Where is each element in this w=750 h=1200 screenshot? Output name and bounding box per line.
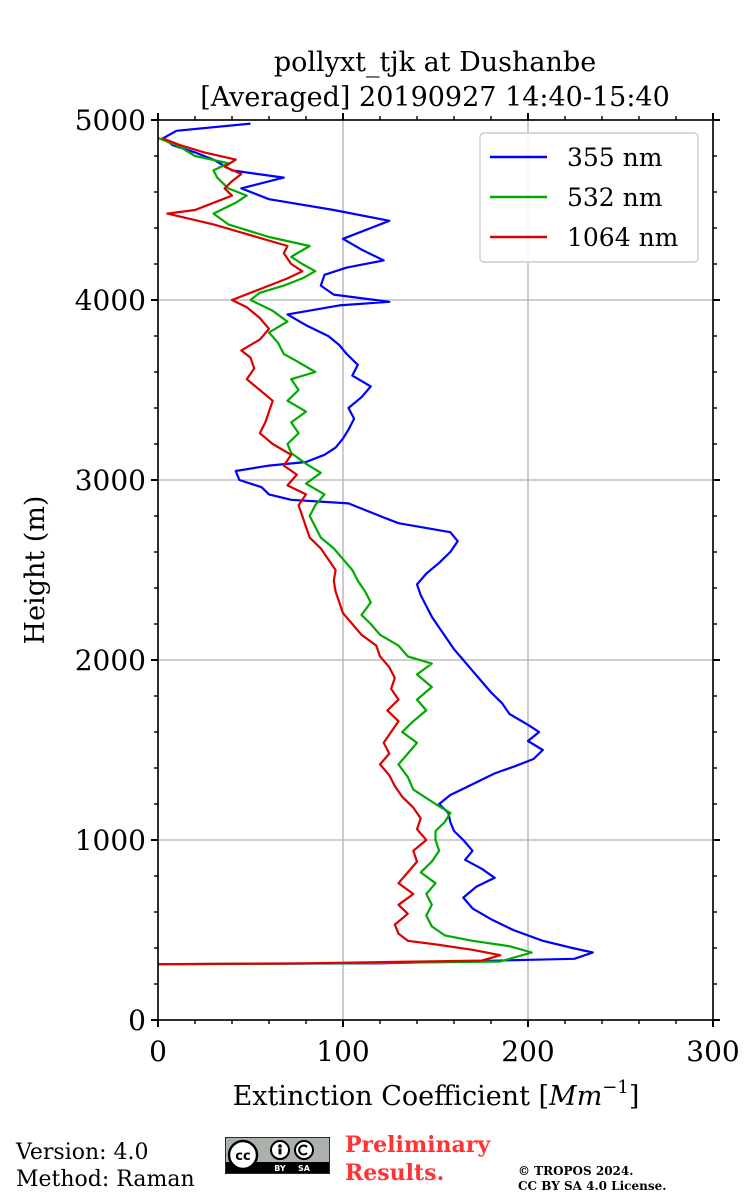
x-axis-label: Extinction Coefficient [Mm−1] xyxy=(233,1077,640,1112)
y-tick-label: 0 xyxy=(128,1004,146,1037)
series-line-532-nm xyxy=(158,136,533,966)
chart-title: pollyxt_tjk at Dushanbe xyxy=(274,47,596,78)
legend: 355 nm 532 nm 1064 nm xyxy=(479,132,699,263)
sa-badge-text: SA xyxy=(298,1164,311,1173)
copyright-line-1: © TROPOS 2024. xyxy=(518,1164,634,1178)
x-axis-label-unit: Mm xyxy=(548,1081,602,1112)
x-tick-label: 100 xyxy=(316,1035,369,1068)
legend-label: 355 nm xyxy=(567,143,663,172)
series-layer xyxy=(158,122,594,966)
version-label: Version: 4.0 xyxy=(16,1140,149,1165)
cc-circle-icon xyxy=(227,1139,259,1171)
preliminary-line-1: Preliminary xyxy=(345,1132,491,1158)
y-tick-label: 2000 xyxy=(75,644,146,677)
cc-license-badge: cc BY SA xyxy=(225,1137,330,1174)
x-axis-label-close: ] xyxy=(629,1081,640,1112)
copyright-notice: © TROPOS 2024. CC BY SA 4.0 License. xyxy=(518,1164,666,1194)
x-tick-label: 300 xyxy=(686,1035,739,1068)
legend-label: 532 nm xyxy=(567,183,663,212)
x-tick-label: 0 xyxy=(149,1035,167,1068)
y-tick-label: 3000 xyxy=(75,464,146,497)
y-axis-label: Height (m) xyxy=(20,496,51,645)
x-tick-label: 200 xyxy=(501,1035,554,1068)
y-tick-label: 1000 xyxy=(75,824,146,857)
preliminary-notice: Preliminary Results. xyxy=(345,1131,490,1187)
series-line-355-nm xyxy=(158,122,594,966)
plot-frame xyxy=(157,119,714,1021)
x-axis-label-text: Extinction Coefficient [ xyxy=(233,1081,549,1112)
x-axis-label-exponent: −1 xyxy=(602,1077,629,1098)
share-alike-icon xyxy=(294,1140,314,1160)
preliminary-line-2: Results. xyxy=(345,1160,445,1186)
y-tick-label: 4000 xyxy=(75,284,146,317)
legend-label: 1064 nm xyxy=(567,223,679,252)
by-badge-text: BY xyxy=(274,1164,286,1173)
cc-badge-text: cc xyxy=(235,1149,250,1164)
method-label: Method: Raman xyxy=(16,1167,195,1192)
legend-box xyxy=(479,132,699,263)
series-line-1064-nm xyxy=(158,136,502,966)
y-tick-label: 5000 xyxy=(75,104,146,137)
chart-subtitle: [Averaged] 20190927 14:40-15:40 xyxy=(200,82,670,113)
copyright-line-2: CC BY SA 4.0 License. xyxy=(518,1179,667,1193)
